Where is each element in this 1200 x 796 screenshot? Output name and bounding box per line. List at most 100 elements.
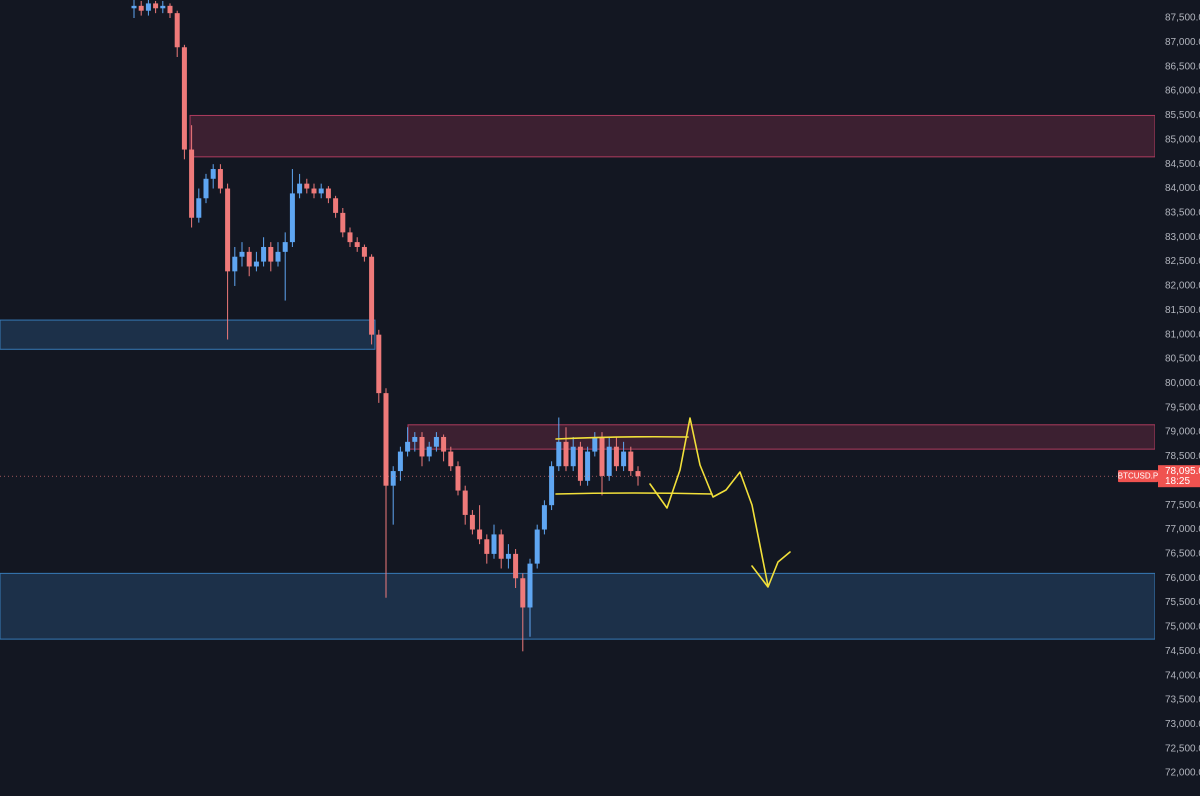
candle-body [246, 251, 252, 267]
candle-body [441, 436, 447, 452]
candle-body [325, 188, 331, 199]
y-tick-label: 87,000.0 [1165, 37, 1200, 48]
candle-body [275, 251, 281, 262]
candle-body [585, 451, 591, 481]
y-tick-label: 79,500.0 [1165, 402, 1200, 413]
candle-body [261, 246, 267, 262]
y-tick-label: 85,000.0 [1165, 134, 1200, 145]
y-tick-label: 77,000.0 [1165, 524, 1200, 535]
candle-body [577, 446, 583, 481]
arrow-head [751, 551, 791, 588]
y-tick-label: 75,000.0 [1165, 622, 1200, 633]
last-price: BTCUSD.P 78,095.018:25 [0, 465, 1200, 488]
price-badge [1158, 465, 1200, 488]
price-axis [1155, 0, 1200, 796]
candle-body [160, 5, 166, 9]
candle-body [397, 451, 403, 472]
candle-body [268, 246, 274, 262]
candle-body [549, 466, 555, 506]
y-tick-label: 85,500.0 [1165, 110, 1200, 121]
candle-body [448, 451, 454, 467]
candle-body [232, 256, 238, 272]
y-tick-label: 79,000.0 [1165, 427, 1200, 438]
candle-body [628, 451, 634, 472]
price-axis-labels: 72,000.0 72,500.0 73,000.0 73,500.0 74,000.0… [1165, 13, 1200, 779]
candle-body [426, 446, 432, 457]
candle-body [563, 441, 569, 467]
y-tick-label: 83,500.0 [1165, 208, 1200, 219]
candle-body [153, 3, 159, 9]
y-tick-label: 82,000.0 [1165, 281, 1200, 292]
candle-body [505, 553, 511, 559]
y-tick-label: 72,500.0 [1165, 743, 1200, 754]
candle-body [556, 441, 562, 467]
candle-body [613, 446, 619, 467]
candle-body [174, 13, 180, 48]
zones [0, 114, 1156, 640]
last-price-label: 78,095.0 [1165, 466, 1200, 477]
candle-body [455, 466, 461, 491]
y-tick-label: 87,500.0 [1165, 13, 1200, 24]
y-tick-label: 78,500.0 [1165, 451, 1200, 462]
candle-body [282, 242, 288, 252]
candle-body [433, 436, 439, 447]
y-tick-label: 73,500.0 [1165, 695, 1200, 706]
candle-body [599, 436, 605, 476]
candle-body [311, 188, 317, 194]
candle-body [606, 446, 612, 476]
candle-body [210, 169, 216, 179]
y-tick-label: 84,000.0 [1165, 183, 1200, 194]
candle-body [498, 534, 504, 559]
candle-body [369, 256, 375, 335]
candle-body [527, 563, 533, 608]
candle-body [225, 188, 231, 272]
candle-body [203, 178, 209, 199]
y-tick-label: 74,500.0 [1165, 646, 1200, 657]
candle-body [333, 198, 339, 213]
candle-body [138, 5, 144, 11]
projection-path [649, 417, 769, 587]
y-tick-label: 80,000.0 [1165, 378, 1200, 389]
candle-body [181, 47, 187, 150]
range-top-line [555, 435, 689, 440]
candle-body [340, 212, 346, 233]
candle-body [513, 553, 519, 579]
candle-body [253, 261, 259, 267]
y-tick-label: 86,000.0 [1165, 86, 1200, 97]
candle-body [534, 529, 540, 564]
candle-body [304, 183, 310, 189]
candle-body [376, 334, 382, 394]
candle-body [635, 471, 641, 477]
y-tick-label: 77,500.0 [1165, 500, 1200, 511]
candle-body [405, 441, 411, 452]
y-tick-label: 73,000.0 [1165, 719, 1200, 730]
y-tick-label: 82,500.0 [1165, 256, 1200, 267]
countdown-label: 18:25 [1165, 476, 1190, 487]
y-tick-label: 72,000.0 [1165, 768, 1200, 779]
candle-body [484, 539, 490, 554]
symbol-badge [1118, 470, 1158, 483]
zone [0, 572, 1156, 640]
candle-body [145, 3, 151, 11]
candle-body [462, 490, 468, 515]
candle-body [361, 246, 367, 257]
candle-body [196, 198, 202, 218]
candle-body [520, 578, 526, 608]
candles [131, 0, 641, 652]
y-tick-label: 84,500.0 [1165, 159, 1200, 170]
candle-body [621, 451, 627, 467]
y-tick-label: 75,500.0 [1165, 597, 1200, 608]
candle-body [217, 169, 223, 189]
candle-body [167, 5, 173, 14]
candle-body [541, 505, 547, 530]
candle-body [477, 529, 483, 540]
candle-body [318, 188, 324, 194]
y-tick-label: 76,000.0 [1165, 573, 1200, 584]
candle-body [347, 232, 353, 243]
candle-body [491, 534, 497, 554]
candle-body [189, 149, 195, 218]
candle-body [383, 393, 389, 486]
y-tick-label: 83,000.0 [1165, 232, 1200, 243]
